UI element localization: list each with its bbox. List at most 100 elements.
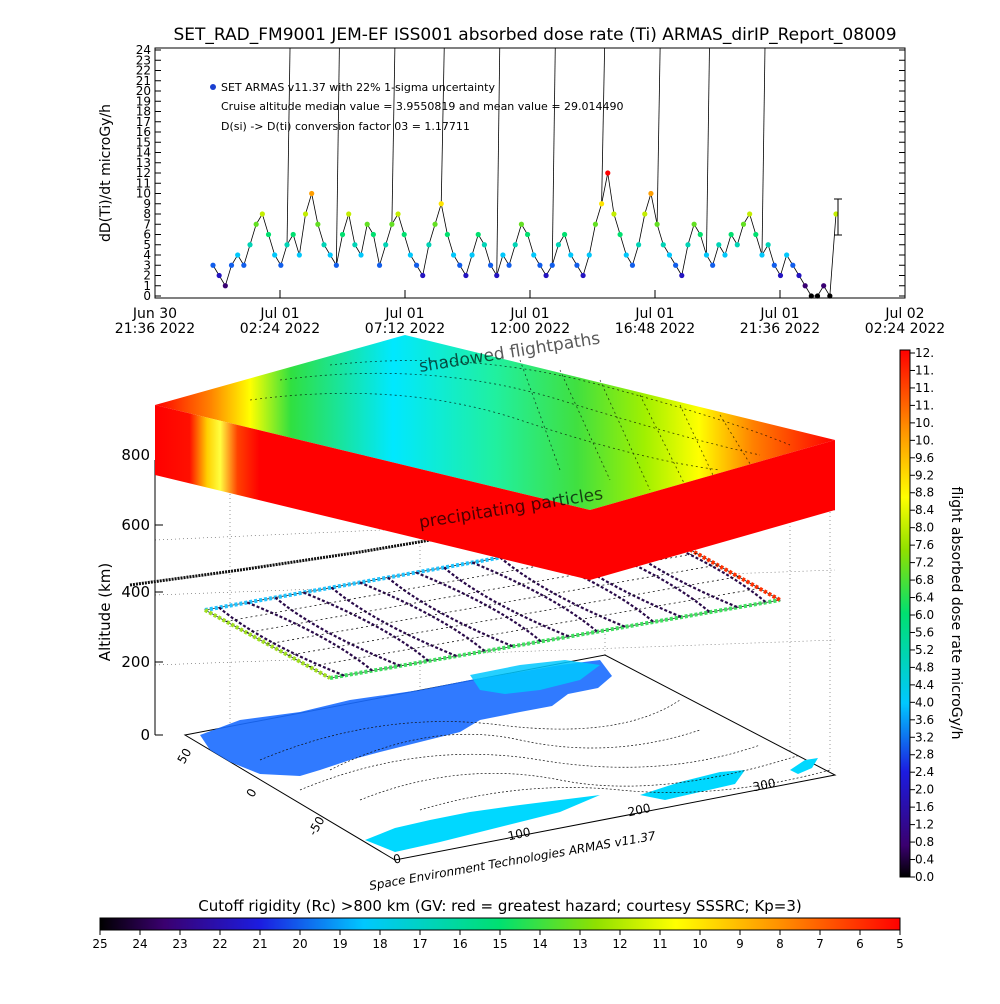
colorbar-tick-label: 10. [915, 433, 934, 447]
y-tick-label: 5 [143, 238, 151, 252]
dose-rate-point [623, 252, 629, 258]
dose-rate-spike [656, 47, 661, 225]
dose-slab-front [155, 405, 590, 580]
dose-slab-top [155, 335, 835, 510]
dose-rate-point [691, 221, 697, 227]
y-tick-label: 24 [136, 43, 151, 57]
dose-rate-spike [286, 47, 291, 245]
dose-rate-point [685, 242, 691, 248]
orbit-3d-scene: 0 200 400 600 800 Altitude (km) 0 100 200 300 50… [96, 329, 837, 893]
dose-rate-point [599, 201, 605, 207]
dose-rate-point [481, 242, 488, 248]
dose-rate-point [827, 293, 833, 299]
chart-title: SET_RAD_FM9001 JEM-EF ISS001 absorbed do… [173, 25, 896, 45]
dose-rate-point [673, 262, 679, 268]
colorbar-tick-label: 3.6 [915, 713, 934, 727]
dose-rate-point [679, 272, 685, 279]
dose-rate-point [389, 221, 395, 227]
rigidity-tick-label: 8 [776, 937, 784, 951]
dose-rate-point [383, 242, 389, 248]
map-x-tick-label: 100 [507, 825, 532, 843]
colorbar-tick-label: 3.2 [915, 730, 934, 744]
colorbar-tick-label: 8.8 [915, 486, 934, 500]
y-tick-label: 9 [143, 197, 151, 211]
dose-rate-spike [551, 47, 556, 266]
dose-rate-point [561, 231, 568, 238]
dose-colorbar-gradient [899, 349, 911, 878]
rigidity-tick-label: 5 [896, 937, 904, 951]
rigidity-tick-label: 10 [692, 937, 707, 951]
dose-rate-point [784, 252, 790, 258]
dose-rate-point [549, 262, 555, 268]
x-tick-time: 07:12 2022 [365, 321, 445, 337]
y-tick-label: 0 [143, 289, 151, 303]
colorbar-tick-label: 9.6 [915, 451, 934, 465]
cutoff-rigidity-bar: Cutoff rigidity (Rc) >800 km (GV: red = … [92, 897, 903, 951]
dose-rate-point [401, 231, 407, 238]
rigidity-bar-label: Cutoff rigidity (Rc) >800 km (GV: red = … [198, 897, 801, 915]
x-tick-time: 16:48 2022 [615, 321, 695, 337]
rigidity-tick-label: 25 [92, 937, 107, 951]
dose-rate-point [518, 221, 525, 227]
dose-rate-spike [496, 47, 501, 276]
dose-rate-point [438, 201, 444, 207]
y-tick-label: 4 [143, 248, 151, 262]
y-tick-label: 23 [136, 53, 151, 67]
dose-rate-point [475, 231, 481, 238]
dose-rate-point [296, 252, 302, 258]
dose-rate-point [765, 242, 771, 248]
dose-rate-point [339, 231, 346, 238]
dose-rate-point [444, 231, 450, 238]
dose-rate-point [346, 211, 352, 217]
rigidity-tick-label: 11 [652, 937, 667, 951]
orbit-track [246, 601, 373, 672]
dose-rate-point [395, 211, 401, 217]
altitude-ticks: 0 200 400 600 800 [121, 446, 163, 744]
dose-rate-point [494, 272, 500, 279]
dose-rate-point [222, 283, 228, 289]
map-x-tick-label: 0 [392, 851, 402, 866]
y-tick-label: 3 [143, 258, 151, 272]
dose-rate-point [537, 262, 543, 268]
rigidity-tick-label: 24 [132, 937, 147, 951]
orbit-track [443, 566, 570, 638]
x-tick-time: 21:36 2022 [740, 321, 820, 337]
colorbar-tick-label: 8.4 [915, 503, 934, 517]
dose-rate-point [333, 262, 339, 268]
rigidity-tick-label: 21 [252, 937, 267, 951]
map-y-tick-label: 0 [244, 786, 260, 800]
colorbar-tick-label: 4.0 [915, 695, 934, 709]
colorbar-tick-label: 0.8 [915, 835, 934, 849]
dose-rate-point [586, 252, 592, 258]
dose-rate-point [697, 231, 703, 238]
dose-rate-timeseries: 0123456789101112131415161718192021222324… [98, 43, 945, 337]
y-tick-label: 10 [136, 187, 151, 201]
dose-rate-point [432, 221, 438, 227]
dose-rate-point [648, 190, 654, 197]
orbit-track [471, 561, 598, 633]
dose-rate-point [814, 293, 821, 299]
dose-rate-point [524, 231, 531, 238]
rigidity-tick-label: 18 [372, 937, 387, 951]
orbit-track-crossing [309, 587, 760, 668]
orbit-track [303, 591, 430, 662]
rigidity-tick-label: 7 [816, 937, 824, 951]
dose-rate-point [568, 252, 574, 258]
colorbar-tick-label: 8.0 [915, 521, 934, 535]
dose-rate-point [420, 272, 426, 279]
orbit-track [274, 596, 401, 667]
dose-rate-point [574, 262, 580, 268]
colorbar-tick-label: 0.0 [915, 870, 934, 884]
y-tick-label: 19 [136, 94, 151, 108]
orbit-track [330, 586, 457, 658]
map-x-tick-label: 300 [752, 776, 777, 794]
dose-colorbar-label: flight absorbed dose rate microGy/h [948, 487, 964, 740]
dose-rate-point [512, 242, 518, 248]
dose-rate-point [284, 242, 290, 248]
dose-rate-point [259, 211, 265, 217]
timeseries-series [210, 47, 839, 299]
dose-rate-point [759, 252, 765, 258]
y-tick-label: 21 [136, 74, 151, 88]
